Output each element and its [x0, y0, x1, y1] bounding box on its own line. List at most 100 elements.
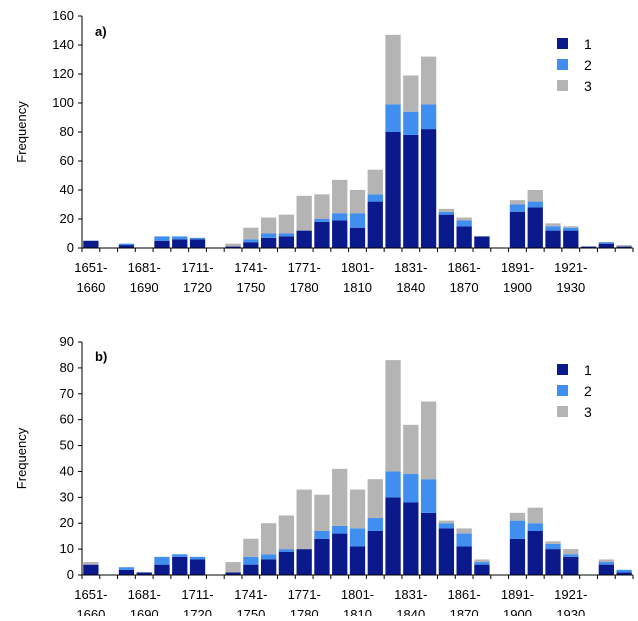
- bar-segment-2: [243, 239, 259, 243]
- x-tick-label: 1930: [556, 280, 585, 295]
- bar-segment-1: [403, 502, 419, 575]
- x-tick-label: 1810: [343, 280, 372, 295]
- bar-segment-3: [367, 479, 383, 519]
- panel-label: b): [95, 349, 107, 364]
- legend-label: 2: [584, 57, 592, 73]
- bar-segment-2: [509, 520, 526, 539]
- legend-swatch-2: [557, 385, 568, 396]
- bar-segment-1: [598, 564, 614, 575]
- bar-segment-1: [225, 246, 241, 248]
- bar-segment-1: [314, 221, 330, 248]
- bar-segment-1: [260, 559, 277, 575]
- x-tick-label: 1660: [76, 280, 105, 295]
- x-tick-label: 1750: [236, 280, 265, 295]
- x-tick-label: 1741-: [234, 260, 267, 275]
- bar-segment-3: [260, 217, 277, 234]
- bar-segment-1: [438, 528, 455, 575]
- bar-segment-2: [278, 233, 295, 237]
- bar-segment-3: [527, 190, 543, 202]
- y-tick-label: 50: [60, 438, 74, 453]
- bar-segment-2: [527, 523, 543, 531]
- bar-segment-2: [172, 236, 188, 240]
- bar-segment-2: [367, 194, 383, 202]
- bar-segment-1: [598, 243, 614, 248]
- x-tick-label: 1840: [396, 607, 425, 616]
- y-tick-label: 10: [60, 541, 74, 556]
- x-tick-label: 1780: [290, 280, 319, 295]
- bar-segment-3: [243, 538, 259, 557]
- bar-segment-2: [403, 474, 419, 503]
- bar-segment-2: [349, 528, 366, 547]
- bar-segment-1: [474, 236, 490, 248]
- bar-segment-2: [545, 226, 561, 231]
- bar-segment-1: [456, 226, 472, 248]
- bar-segment-2: [545, 543, 561, 550]
- x-tick-label: 1711-: [181, 260, 213, 275]
- bar-segment-3: [367, 169, 383, 195]
- bar-segment-2: [456, 220, 472, 227]
- x-tick-label: 1831-: [394, 260, 427, 275]
- bar-segment-1: [118, 569, 135, 575]
- bar-segment-2: [189, 237, 206, 240]
- bar-segment-2: [154, 556, 170, 565]
- bar-segment-2: [118, 243, 135, 246]
- bar-segment-1: [314, 538, 330, 575]
- bar-segment-1: [349, 227, 366, 248]
- legend-label: 2: [584, 383, 592, 399]
- bar-segment-1: [83, 564, 99, 575]
- bar-segment-3: [296, 489, 312, 550]
- legend-label: 1: [584, 362, 592, 378]
- bar-segment-3: [509, 200, 526, 205]
- y-tick-label: 20: [60, 515, 74, 530]
- x-tick-label: 1690: [130, 280, 159, 295]
- bar-segment-3: [332, 179, 348, 214]
- bar-segment-3: [225, 243, 241, 247]
- bar-segment-3: [545, 541, 561, 544]
- bar-segment-3: [438, 520, 455, 524]
- bar-segment-3: [243, 227, 259, 240]
- bar-segment-2: [598, 242, 614, 244]
- x-tick-label: 1801-: [341, 587, 374, 602]
- x-tick-label: 1861-: [447, 587, 480, 602]
- bar-segment-1: [456, 546, 472, 575]
- bar-segment-2: [260, 554, 277, 560]
- legend-swatch-2: [557, 59, 568, 70]
- bar-segment-2: [314, 219, 330, 222]
- legend-swatch-3: [557, 80, 568, 91]
- bar-segment-2: [154, 236, 170, 241]
- x-tick-label: 1720: [183, 607, 212, 616]
- bar-segment-1: [260, 237, 277, 248]
- bar-segment-3: [403, 75, 419, 112]
- bar-segment-1: [438, 214, 455, 248]
- legend-label: 3: [584, 404, 592, 420]
- bar-segment-1: [332, 533, 348, 575]
- bar-segment-1: [172, 239, 188, 248]
- bar-segment-1: [420, 129, 437, 248]
- bar-segment-3: [349, 190, 366, 214]
- x-tick-label: 1891-: [501, 260, 534, 275]
- bar-segment-1: [278, 236, 295, 248]
- bar-segment-2: [420, 104, 437, 130]
- y-tick-label: 30: [60, 489, 74, 504]
- bar-segment-1: [474, 564, 490, 575]
- x-tick-label: 1660: [76, 607, 105, 616]
- x-tick-label: 1651-: [74, 260, 107, 275]
- y-tick-label: 0: [67, 240, 74, 255]
- x-tick-label: 1861-: [447, 260, 480, 275]
- bar-segment-1: [563, 556, 579, 575]
- bar-segment-3: [260, 523, 277, 555]
- chart-panel-a: 0 20 40 60 80 100 120 140 160 1651- 1660 1681- 1690 1…: [14, 8, 634, 295]
- bar-segment-1: [545, 230, 561, 248]
- bar-segment-2: [385, 471, 401, 498]
- bar-segment-3: [527, 507, 543, 524]
- bar-segment-1: [403, 134, 419, 248]
- bar-segment-1: [243, 242, 259, 248]
- x-tick-label: 1870: [450, 280, 479, 295]
- x-tick-label: 1771-: [288, 260, 321, 275]
- bar-segment-2: [260, 233, 277, 238]
- bar-segment-1: [385, 132, 401, 248]
- bar-segment-1: [332, 220, 348, 248]
- x-tick-label: 1720: [183, 280, 212, 295]
- bar-segment-2: [385, 104, 401, 132]
